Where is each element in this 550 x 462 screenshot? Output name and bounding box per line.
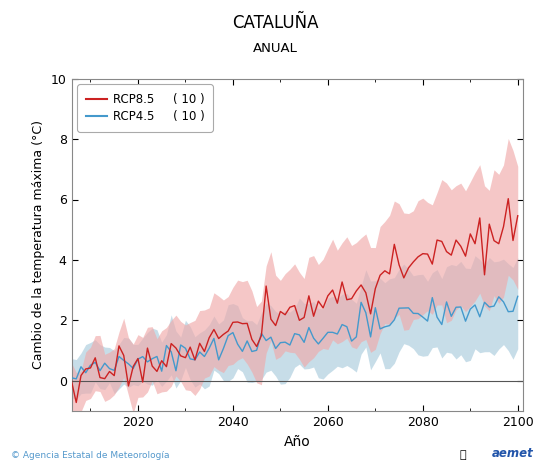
Text: aemet: aemet bbox=[492, 447, 534, 460]
Y-axis label: Cambio de la temperatura máxima (°C): Cambio de la temperatura máxima (°C) bbox=[32, 121, 45, 369]
Legend: RCP8.5     ( 10 ), RCP4.5     ( 10 ): RCP8.5 ( 10 ), RCP4.5 ( 10 ) bbox=[78, 85, 213, 132]
Text: ANUAL: ANUAL bbox=[252, 42, 298, 55]
Text: CATALUÑA: CATALUÑA bbox=[232, 14, 318, 32]
Text: © Agencia Estatal de Meteorología: © Agencia Estatal de Meteorología bbox=[11, 451, 169, 460]
Text: 🐦: 🐦 bbox=[459, 450, 466, 460]
X-axis label: Año: Año bbox=[284, 435, 310, 449]
